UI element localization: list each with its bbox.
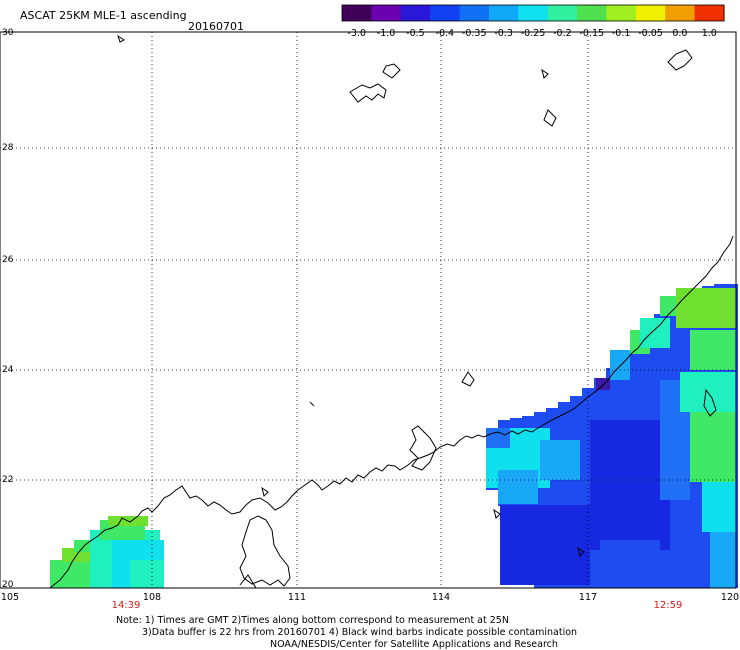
map-frame — [0, 31, 737, 589]
swath-cell — [590, 420, 670, 550]
swath-cell — [130, 560, 164, 588]
colorbar-segment — [547, 5, 578, 21]
grid-lines — [0, 32, 736, 588]
coastline-island-2 — [577, 546, 585, 557]
swath-cell — [690, 412, 736, 482]
lon-label-105: 105 — [0, 592, 20, 603]
lon-label-114: 114 — [431, 592, 451, 603]
colorbar-frame — [341, 4, 725, 22]
colorbar-tick-label: -0.15 — [579, 28, 605, 39]
colorbar-segment — [430, 5, 461, 21]
coastline-lake-6 — [541, 68, 549, 79]
colorbar-tick-label: -0.5 — [406, 28, 425, 39]
colorbar-tick-label: -0.3 — [494, 28, 513, 39]
colorbar-tick-label: 1.0 — [701, 28, 717, 39]
coastline-leizhou — [239, 515, 291, 587]
coastline-lake-4 — [667, 49, 693, 71]
coastline-hainan-fragment — [239, 574, 257, 589]
colorbar-tick-label: -0.1 — [611, 28, 631, 39]
lon-label-108: 108 — [142, 592, 162, 603]
colorbar-segment — [606, 5, 637, 21]
lat-label-22: 22 — [2, 475, 14, 485]
colorbar-tick-label: -3.0 — [347, 28, 366, 39]
coastline — [49, 34, 734, 589]
coastline-lake-2 — [382, 63, 401, 79]
lat-label-26: 26 — [2, 255, 14, 265]
colorbar-segment — [665, 5, 696, 21]
lat-label-30: 30 — [2, 28, 14, 38]
coastline-lake-5 — [117, 34, 125, 43]
colorbar-segment — [371, 5, 402, 21]
note-line-1: Note: 1) Times are GMT 2)Times along bot… — [116, 615, 509, 626]
note-line-2: 3)Data buffer is 22 hrs from 20160701 4)… — [142, 627, 578, 638]
data-swath — [50, 284, 738, 588]
swath-cell — [498, 470, 538, 504]
coastline-lake-1 — [349, 83, 387, 103]
lat-label-20: 20 — [2, 580, 14, 590]
colorbar-tick-label: -0.4 — [435, 28, 455, 39]
colorbar-segment — [635, 5, 666, 21]
swath-cell — [710, 532, 736, 588]
swath-cell — [600, 540, 660, 588]
colorbar-segment — [694, 5, 725, 21]
colorbar-segment — [488, 5, 519, 21]
colorbar-tick-label: 0.0 — [672, 28, 688, 39]
coastline-island-4 — [261, 486, 269, 497]
lon-label-120: 120 — [720, 592, 740, 603]
colorbar-segment — [577, 5, 608, 21]
swath-cell — [676, 288, 736, 328]
swath-cell — [486, 428, 510, 448]
colorbar — [341, 4, 725, 22]
swath-cell — [500, 505, 590, 585]
swath-cell — [640, 318, 670, 348]
map-date: 20160701 — [188, 20, 244, 33]
colorbar-tick-label: -1.0 — [376, 28, 396, 39]
lon-label-111: 111 — [287, 592, 307, 603]
colorbar-segment — [400, 5, 431, 21]
map-title: ASCAT 25KM MLE-1 ascending — [20, 9, 187, 22]
coastline-island-1 — [461, 371, 475, 387]
coastline-island-5 — [493, 508, 501, 519]
colorbar-segment — [518, 5, 549, 21]
time-label-right: 12:59 — [653, 600, 683, 611]
lon-label-117: 117 — [578, 592, 598, 603]
swath-cell — [690, 330, 736, 370]
time-label-left: 14:39 — [111, 600, 141, 611]
colorbar-segment — [342, 5, 372, 21]
swath-cell — [702, 482, 736, 532]
coastline-mainland — [49, 235, 734, 589]
lat-label-24: 24 — [2, 365, 14, 375]
coastline-pearl-delta — [409, 425, 437, 471]
colorbar-segment — [459, 5, 490, 21]
colorbar-tick-label: -0.35 — [461, 28, 487, 39]
colorbar-tick-label: -0.05 — [638, 28, 663, 39]
coastline-island-3 — [309, 401, 315, 407]
coastline-lake-3 — [543, 109, 557, 127]
credit-line: NOAA/NESDIS/Center for Satellite Applica… — [270, 639, 558, 650]
swath-cell — [540, 440, 580, 480]
lat-label-28: 28 — [2, 143, 14, 153]
coastline-taiwan-strait — [703, 388, 717, 417]
swath-cell — [610, 350, 630, 380]
colorbar-tick-label: -0.25 — [520, 28, 546, 39]
colorbar-tick-label: -0.2 — [553, 28, 572, 39]
